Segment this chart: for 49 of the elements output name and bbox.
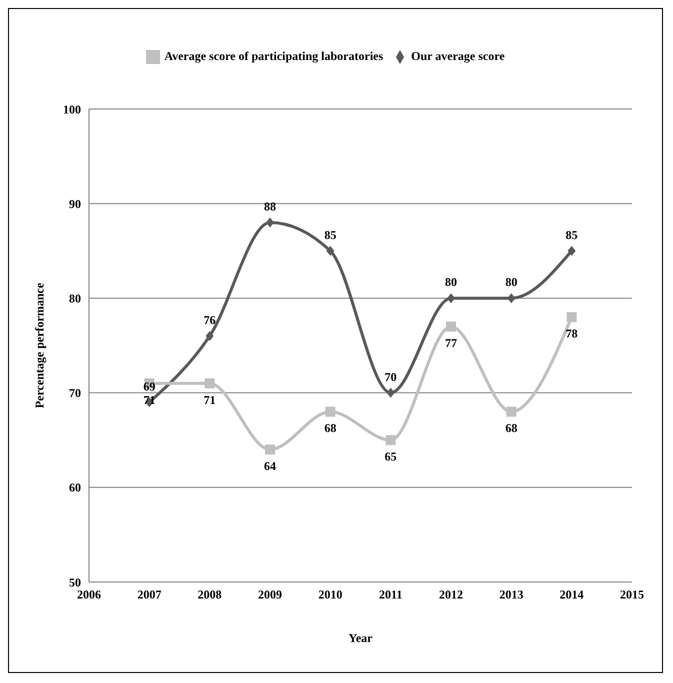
data-label: 80 [445, 275, 457, 290]
point [566, 312, 577, 322]
y-tick-label: 80 [69, 291, 81, 306]
point [506, 406, 516, 417]
data-label: 68 [505, 421, 518, 436]
x-tick-label: 2014 [560, 588, 584, 602]
point [204, 378, 215, 388]
x-tick-label: 2007 [137, 588, 162, 602]
x-tick-label: 2012 [439, 588, 463, 602]
x-tick-label: 2015 [620, 588, 644, 602]
legend-label: Our average score [411, 49, 505, 63]
data-label: 85 [324, 228, 336, 242]
y-tick-label: 90 [69, 196, 81, 211]
data-label: 64 [264, 459, 276, 474]
y-axis-title: Percentage performance [32, 282, 46, 408]
point [447, 293, 455, 304]
x-tick-label: 2011 [378, 588, 402, 602]
point [265, 444, 275, 455]
point [446, 322, 456, 332]
point [206, 331, 214, 342]
point [507, 293, 516, 304]
data-label: 78 [566, 326, 578, 341]
x-tick-label: 2013 [499, 588, 524, 602]
data-label: 80 [505, 275, 518, 290]
y-tick-label: 50 [69, 575, 81, 590]
point [325, 406, 336, 417]
data-label: 68 [324, 421, 336, 436]
data-label: 69 [143, 379, 156, 394]
data-label: 88 [264, 200, 276, 214]
x-tick-label: 2008 [198, 588, 222, 602]
data-label: 70 [384, 370, 397, 384]
y-tick-label: 60 [69, 480, 81, 495]
x-axis-title: Year [348, 631, 374, 645]
x-tick-label: 2009 [258, 588, 282, 602]
point [386, 435, 396, 446]
y-tick-label: 70 [69, 386, 81, 400]
data-label: 85 [566, 228, 578, 242]
data-label: 65 [384, 450, 397, 464]
point [386, 388, 395, 398]
x-tick-label: 2006 [77, 588, 101, 602]
legend-label: Average score of participating laboratories [164, 49, 384, 63]
data-label: 71 [204, 392, 216, 407]
data-label: 77 [445, 336, 457, 350]
point [326, 246, 334, 256]
y-tick-label: 100 [63, 102, 81, 116]
x-tick-label: 2010 [318, 588, 342, 602]
point [266, 218, 274, 228]
data-label: 76 [204, 313, 216, 328]
point [568, 246, 576, 256]
